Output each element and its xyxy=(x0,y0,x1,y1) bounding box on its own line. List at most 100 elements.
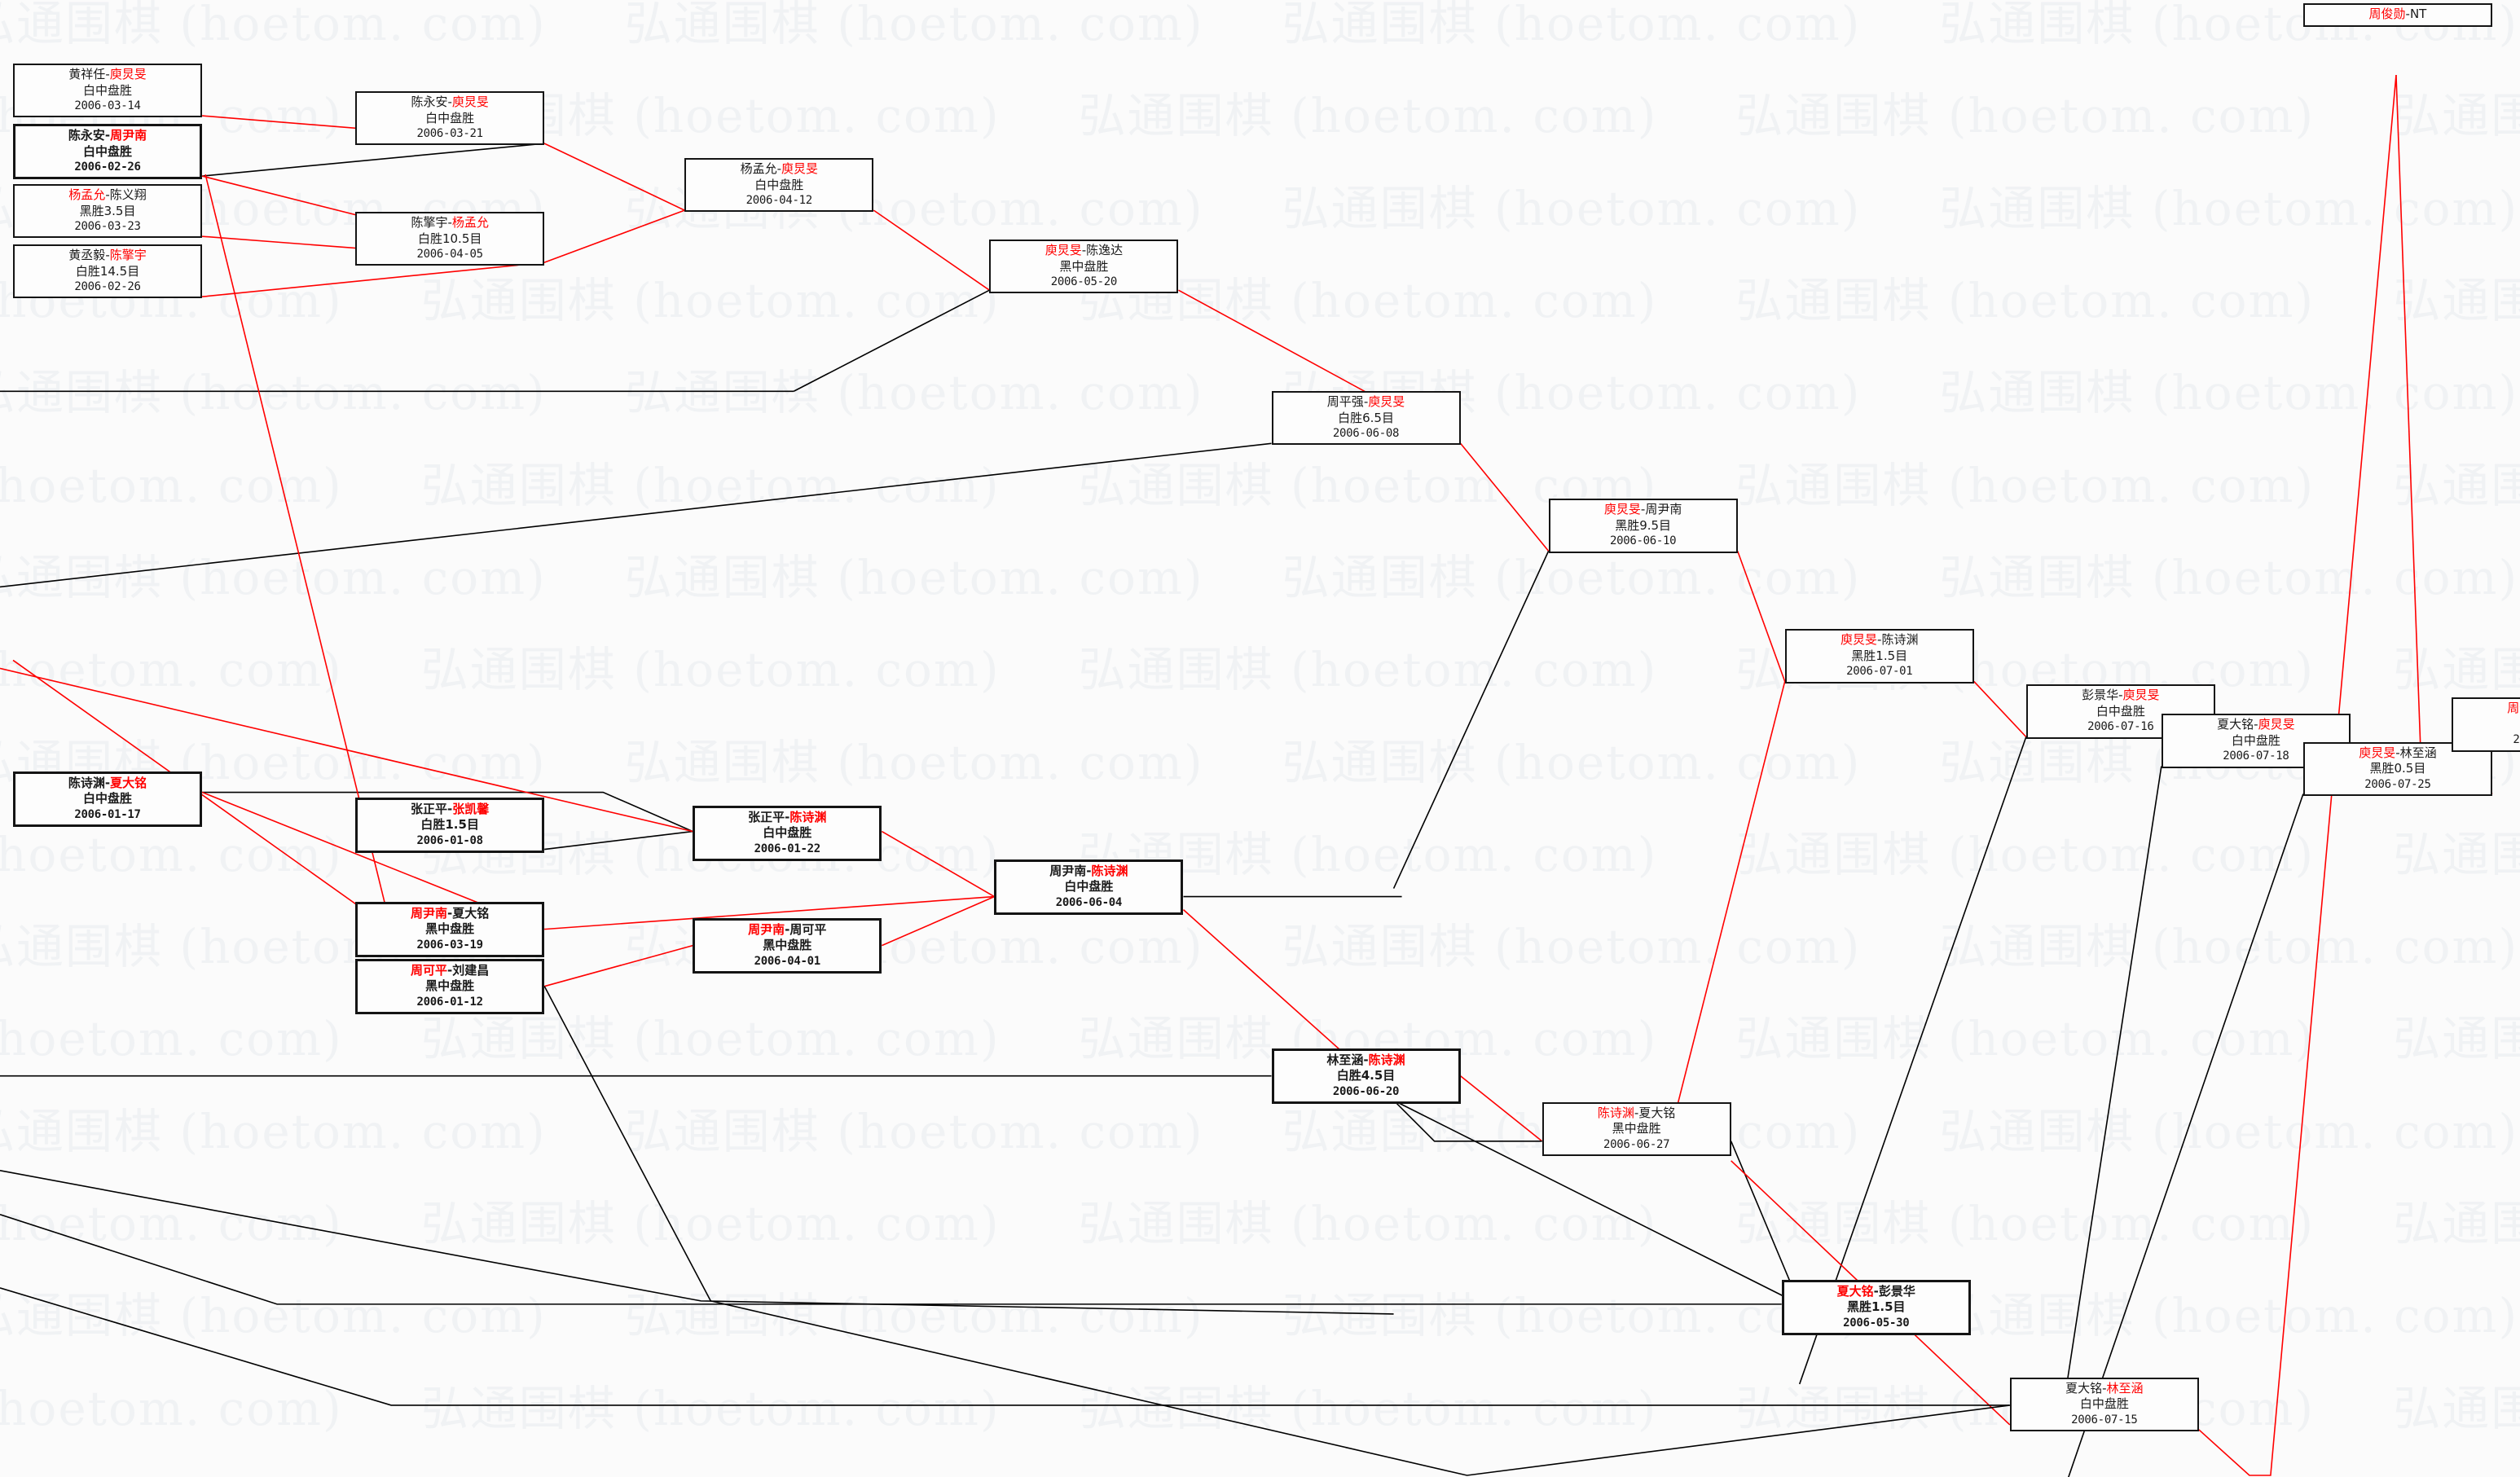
match-date: 2006-05-30 xyxy=(1843,1316,1910,1330)
watermark-text: 弘通围棋 (hoetom. com) xyxy=(1282,549,1862,605)
watermark-text: 弘通围棋 (hoetom. com) xyxy=(1735,1011,2315,1067)
match-node[interactable]: 杨孟允-陈义翔 黑胜3.5目 2006-03-23 xyxy=(13,184,203,239)
match-date: 2006-01-08 xyxy=(416,833,484,847)
player-right: 庾炅旻 xyxy=(109,67,147,82)
match-players: 陈永安-周尹南 xyxy=(19,128,196,144)
watermark-text: 弘通围棋 (hoetom. com) xyxy=(624,1103,1204,1159)
watermark-text: 弘通围棋 (hoetom. com) xyxy=(0,365,547,421)
match-players: 张正平-张凯馨 xyxy=(361,802,539,818)
bracket-edge xyxy=(0,1215,1782,1304)
player-separator: - xyxy=(776,161,781,177)
watermark-text: 弘通围棋 (hoetom. com) xyxy=(420,642,1001,698)
watermark-text: 弘通围棋 (hoetom. com) xyxy=(0,642,343,698)
bracket-edge xyxy=(1394,551,1549,888)
match-players: 庾炅旻-陈逸达 xyxy=(994,243,1173,259)
player-left: 庾炅旻 xyxy=(1603,502,1641,517)
player-left: 夏大铭 xyxy=(2065,1380,2103,1396)
match-node[interactable]: 周俊勋-NT xyxy=(2302,3,2492,27)
match-result: 白胜10.5目 xyxy=(417,231,482,246)
player-separator: - xyxy=(105,67,110,82)
watermark-text: 弘通围棋 (hoetom. com) xyxy=(2393,457,2520,513)
match-node[interactable]: 杨孟允-庾炅旻 白中盘胜 2006-04-12 xyxy=(684,158,874,213)
watermark-text: 弘通围棋 (hoetom. com) xyxy=(2393,1196,2520,1252)
bracket-edge xyxy=(544,987,710,1301)
match-result: 白中盘胜 xyxy=(83,791,133,807)
match-node[interactable]: 黄丞毅-陈擎宇 白胜14.5目 2006-02-26 xyxy=(13,244,203,299)
player-left: 彭景华 xyxy=(2082,688,2119,703)
match-result: 黑中盘胜 xyxy=(1059,258,1109,274)
match-result: 白中盘胜 xyxy=(754,177,804,192)
player-right: 周可平 xyxy=(789,921,827,937)
match-date: 2006-06-10 xyxy=(1609,534,1677,548)
bracket-edge xyxy=(794,290,989,391)
match-node[interactable]: 周平强-庾炅旻 白胜6.5目 2006-06-08 xyxy=(1271,391,1461,446)
match-node[interactable]: 周可平-刘建昌 黑中盘胜 2006-01-12 xyxy=(355,958,545,1014)
match-result: 黑胜3.5目 xyxy=(79,203,136,218)
player-left: 周尹南 xyxy=(411,905,448,921)
match-node[interactable]: 周尹南-夏大铭 黑中盘胜 2006-03-19 xyxy=(355,901,545,957)
watermark-text: 弘通围棋 (hoetom. com) xyxy=(1282,180,1862,236)
player-left: 陈永安 xyxy=(411,95,448,110)
watermark-text: 弘通围棋 (hoetom. com) xyxy=(624,365,1204,421)
player-right: 陈诗渊 xyxy=(1091,863,1128,878)
match-node[interactable]: 陈诗渊-夏大铭 黑中盘胜 2006-06-27 xyxy=(1541,1101,1731,1156)
match-result: 白胜1.5目 xyxy=(420,817,479,833)
watermark-text: 弘通围棋 (hoetom. com) xyxy=(1735,272,2315,328)
match-node[interactable]: 夏大铭-彭景华 黑胜1.5目 2006-05-30 xyxy=(1781,1279,1971,1336)
player-left: 杨孟允 xyxy=(68,187,106,203)
player-right: 庾炅旻 xyxy=(451,95,489,110)
match-node[interactable]: 黄祥任-庾炅旻 白中盘胜 2006-03-14 xyxy=(13,64,203,118)
match-players: 张正平-陈诗渊 xyxy=(698,810,876,826)
watermark-row: 弘通围棋 (hoetom. com)弘通围棋 (hoetom. com)弘通围棋… xyxy=(0,462,2520,509)
match-result: 白中盘胜 xyxy=(2079,1396,2129,1412)
match-players: 夏大铭-庾炅旻 xyxy=(2166,717,2346,733)
player-separator: - xyxy=(1877,632,1882,648)
match-node[interactable]: 张正平-张凯馨 白胜1.5目 2006-01-08 xyxy=(355,797,545,853)
match-result: 白中盘胜 xyxy=(1064,879,1114,895)
match-node[interactable]: 周俊勋-庾炅旻黑中盘胜2006-09-05 xyxy=(2451,697,2520,752)
watermark-text: 弘通围棋 (hoetom. com) xyxy=(1939,180,2519,236)
player-left: 周俊勋 xyxy=(2368,7,2406,21)
match-node[interactable]: 庾炅旻-陈逸达 黑中盘胜 2006-05-20 xyxy=(989,240,1179,294)
match-node[interactable]: 陈诗渊-夏大铭 白中盘胜 2006-01-17 xyxy=(13,771,203,827)
match-node[interactable]: 林至涵-陈诗渊 白胜4.5目 2006-06-20 xyxy=(1271,1048,1461,1104)
match-node[interactable]: 庾炅旻-陈诗渊 黑胜1.5目 2006-07-01 xyxy=(1784,629,1974,684)
match-players: 夏大铭-林至涵 xyxy=(2015,1381,2194,1397)
match-players: 杨孟允-陈义翔 xyxy=(18,187,197,204)
match-node[interactable]: 陈永安-庾炅旻 白中盘胜 2006-03-21 xyxy=(355,91,545,146)
watermark-row: 弘通围棋 (hoetom. com)弘通围棋 (hoetom. com)弘通围棋… xyxy=(0,1292,2520,1339)
watermark-text: 弘通围棋 (hoetom. com) xyxy=(624,549,1204,605)
match-node[interactable]: 陈擎宇-杨孟允 白胜10.5目 2006-04-05 xyxy=(355,212,545,266)
match-node[interactable]: 周尹南-周可平 黑中盘胜 2006-04-01 xyxy=(693,917,882,974)
match-node[interactable]: 夏大铭-林至涵 白中盘胜 2006-07-15 xyxy=(2009,1377,2199,1432)
player-right: 陈诗渊 xyxy=(789,809,827,824)
match-node[interactable]: 庾炅旻-周尹南 黑胜9.5目 2006-06-10 xyxy=(1548,499,1738,553)
watermark-text: 弘通围棋 (hoetom. com) xyxy=(2393,1011,2520,1067)
player-left: 张正平 xyxy=(748,809,785,824)
match-date: 2006-03-19 xyxy=(416,938,484,952)
player-left: 周尹南 xyxy=(748,921,785,937)
watermark-text: 弘通围棋 (hoetom. com) xyxy=(2393,826,2520,882)
match-players: 陈永安-庾炅旻 xyxy=(360,95,539,111)
match-date: 2006-07-15 xyxy=(2071,1413,2138,1426)
match-result: 黑中盘胜 xyxy=(1612,1121,1661,1136)
match-date: 2006-04-05 xyxy=(416,248,484,262)
match-node[interactable]: 周尹南-陈诗渊 白中盘胜 2006-06-04 xyxy=(994,859,1184,915)
match-date: 2006-03-23 xyxy=(74,220,141,234)
player-left: 周俊勋 xyxy=(2507,701,2520,716)
watermark-text: 弘通围棋 (hoetom. com) xyxy=(0,1288,547,1344)
watermark-text: 弘通围棋 (hoetom. com) xyxy=(1939,549,2519,605)
player-right: NT xyxy=(2409,7,2427,21)
bracket-edge xyxy=(544,210,684,262)
match-date: 2006-01-22 xyxy=(754,842,821,855)
match-node[interactable]: 陈永安-周尹南 白中盘胜 2006-02-26 xyxy=(13,124,203,180)
bracket-edge xyxy=(1738,551,1785,681)
player-separator: - xyxy=(2118,688,2123,703)
watermark-text: 弘通围棋 (hoetom. com) xyxy=(0,457,343,513)
match-result: 白中盘胜 xyxy=(425,110,475,125)
match-date: 2006-01-17 xyxy=(74,807,141,821)
match-node[interactable]: 张正平-陈诗渊 白中盘胜 2006-01-22 xyxy=(693,805,882,861)
player-left: 周平强 xyxy=(1326,394,1364,410)
watermark-text: 弘通围棋 (hoetom. com) xyxy=(1939,1103,2519,1159)
player-right: 刘建昌 xyxy=(452,962,490,978)
